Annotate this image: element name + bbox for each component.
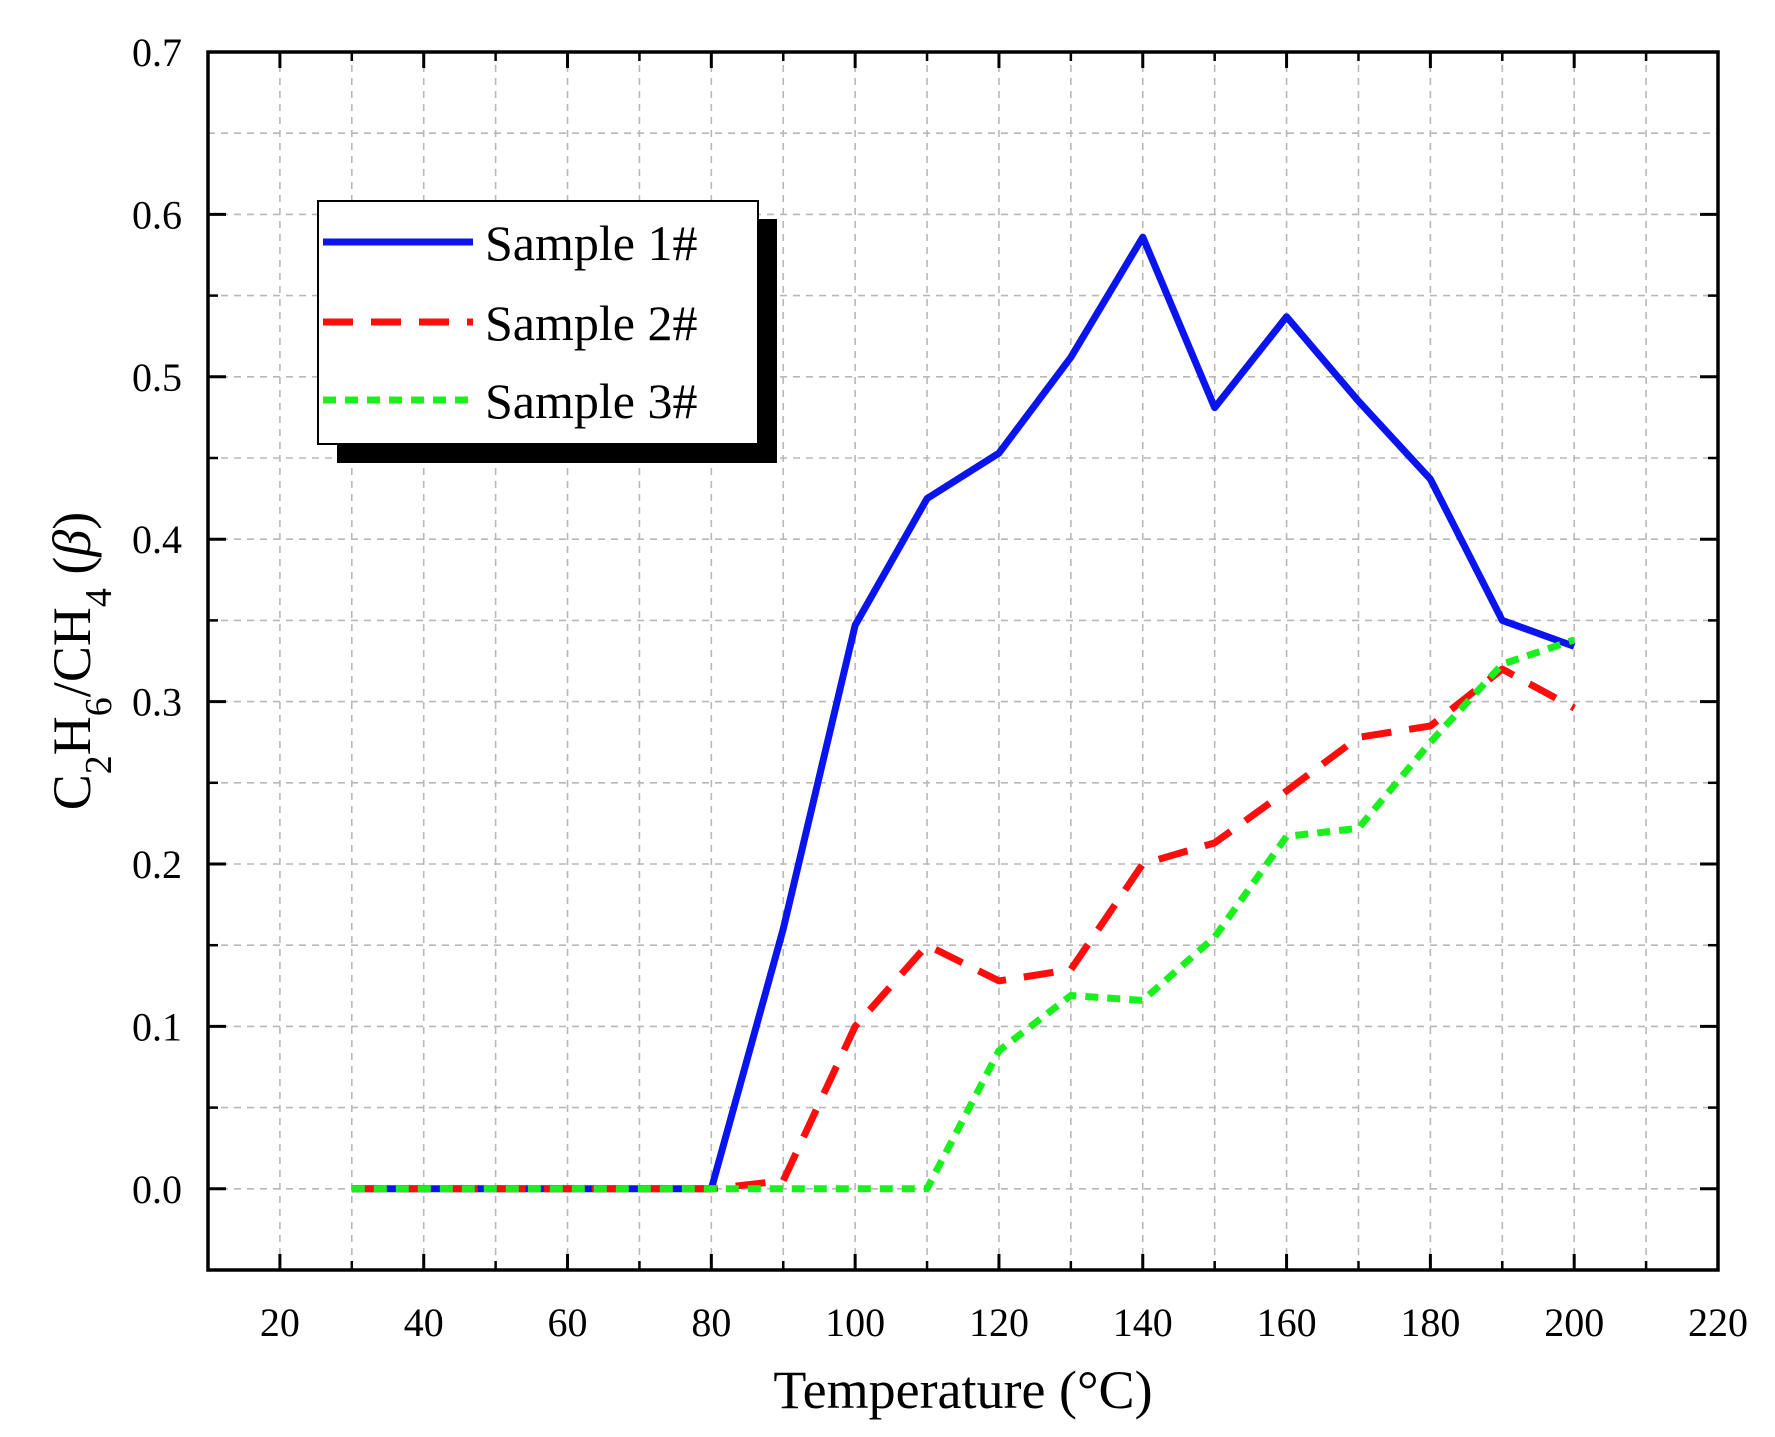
y-tick-label: 0.6 xyxy=(132,192,182,237)
y-axis-title: C2H6/CH4 (β) xyxy=(42,512,120,810)
ticks xyxy=(206,50,1720,1272)
y-tick-label: 0.2 xyxy=(132,842,182,887)
legend-label-sample-1: Sample 1# xyxy=(485,215,697,271)
x-tick-label: 100 xyxy=(825,1300,885,1345)
y-tick-label: 0.5 xyxy=(132,355,182,400)
x-tick-label: 180 xyxy=(1400,1300,1460,1345)
x-tick-label: 40 xyxy=(404,1300,444,1345)
x-tick-label: 160 xyxy=(1257,1300,1317,1345)
y-tick-label: 0.4 xyxy=(132,517,182,562)
legend: Sample 1# Sample 2# Sample 3# xyxy=(317,200,777,463)
y-tick-label: 0.3 xyxy=(132,680,182,725)
y-tick-label: 0.0 xyxy=(132,1167,182,1212)
y-tick-label: 0.7 xyxy=(132,30,182,75)
x-tick-label: 60 xyxy=(548,1300,588,1345)
x-tick-label: 80 xyxy=(691,1300,731,1345)
plot-lines xyxy=(351,233,1576,1193)
legend-label-sample-2: Sample 2# xyxy=(485,295,697,351)
y-tick-label: 0.1 xyxy=(132,1004,182,1049)
plot-frame xyxy=(206,50,1720,1272)
x-tick-label: 120 xyxy=(969,1300,1029,1345)
x-tick-label: 20 xyxy=(260,1300,300,1345)
x-tick-label: 200 xyxy=(1544,1300,1604,1345)
x-tick-label: 220 xyxy=(1688,1300,1748,1345)
tick-labels: 20 40 60 80 100 120 140 160 180 200 220 0.0 0.1 0.2 0.… xyxy=(132,30,1748,1345)
x-axis-title: Temperature (°C) xyxy=(773,1360,1152,1420)
x-tick-label: 140 xyxy=(1113,1300,1173,1345)
legend-label-sample-3: Sample 3# xyxy=(485,373,697,429)
series-line-sample-3 xyxy=(351,636,1576,1193)
